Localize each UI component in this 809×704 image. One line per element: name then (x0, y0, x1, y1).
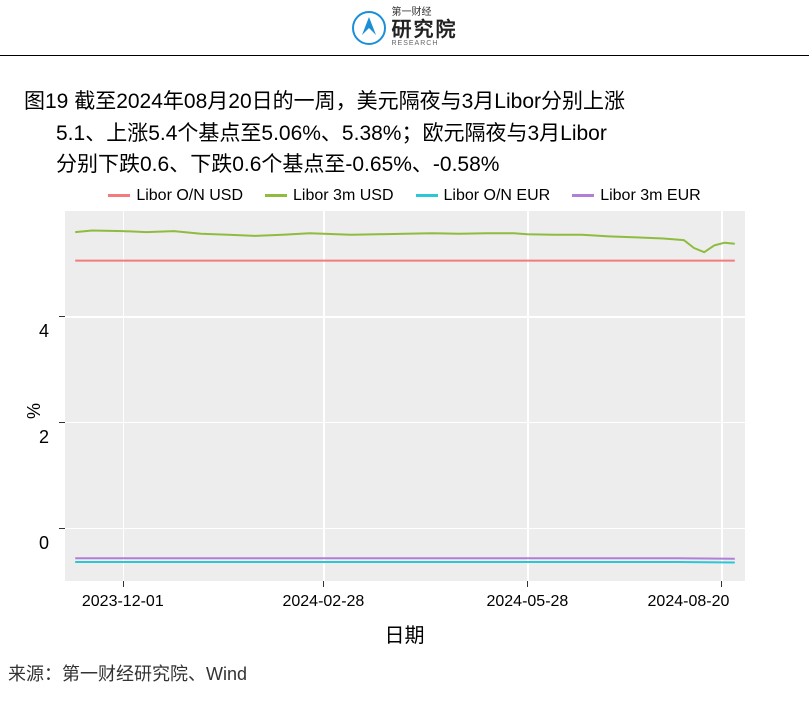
title-line-1: 图19 截至2024年08月20日的一周，美元隔夜与3月Libor分别上涨 (24, 90, 625, 113)
chart-legend: Libor O/N USD Libor 3m USD Libor O/N EUR Li… (0, 185, 809, 211)
legend-swatch (108, 194, 130, 197)
legend-swatch (416, 194, 438, 197)
logo-subtitle: 第一财经 (392, 8, 458, 18)
legend-item: Libor O/N EUR (416, 187, 551, 205)
legend-label: Libor O/N USD (136, 187, 243, 205)
logo-text: 第一财经 研究院 RESEARCH (392, 8, 458, 47)
chart-title-block: 图19 截至2024年08月20日的一周，美元隔夜与3月Libor分别上涨 5.… (0, 56, 809, 185)
x-tick-label: 2024-08-20 (648, 593, 730, 611)
title-line-2: 5.1、上涨5.4个基点至5.06%、5.38%；欧元隔夜与3月Libor (24, 118, 785, 150)
y-tick-label: 2 (39, 427, 49, 448)
chart-source: 来源：第一财经研究院、Wind (0, 648, 809, 686)
x-tick-mark (323, 581, 324, 587)
y-tick-marks (57, 211, 65, 581)
page-header: 第一财经 研究院 RESEARCH (0, 0, 809, 56)
legend-item: Libor 3m EUR (572, 187, 700, 205)
x-axis-label: 日期 (24, 619, 785, 648)
y-tick-label: 0 (39, 533, 49, 554)
x-tick-label: 2024-02-28 (282, 593, 364, 611)
y-tick-label: 4 (39, 321, 49, 342)
series-line (75, 558, 735, 559)
y-axis-ticks: 024 (49, 227, 57, 597)
x-tick-mark (721, 581, 722, 587)
legend-swatch (572, 194, 594, 197)
legend-label: Libor O/N EUR (444, 187, 551, 205)
title-line-3: 分别下跌0.6、下跌0.6个基点至-0.65%、-0.58% (24, 149, 785, 181)
institute-logo-icon (352, 11, 386, 45)
y-axis-label: % (24, 403, 45, 419)
legend-label: Libor 3m USD (293, 187, 393, 205)
x-tick-label: 2023-12-01 (82, 593, 164, 611)
logo-title: 研究院 (392, 20, 458, 40)
legend-item: Libor 3m USD (265, 187, 393, 205)
series-line (75, 561, 735, 562)
legend-label: Libor 3m EUR (600, 187, 700, 205)
logo: 第一财经 研究院 RESEARCH (352, 8, 458, 47)
x-tick-mark (527, 581, 528, 587)
x-axis-ticks: 2023-12-01 2024-02-28 2024-05-28 2024-08-20 (65, 589, 745, 613)
series-line (75, 230, 735, 252)
legend-item: Libor O/N USD (108, 187, 243, 205)
x-tick-label: 2024-05-28 (486, 593, 568, 611)
series-svg (65, 211, 745, 581)
chart-area: % 024 2023-12-012024-02-282024-05-282024… (24, 211, 785, 648)
chart-title: 图19 截至2024年08月20日的一周，美元隔夜与3月Libor分别上涨 5.… (24, 86, 785, 181)
x-tick-marks (65, 581, 745, 589)
legend-swatch (265, 194, 287, 197)
x-tick-mark (123, 581, 124, 587)
logo-english: RESEARCH (392, 40, 458, 47)
plot-region (65, 211, 745, 581)
